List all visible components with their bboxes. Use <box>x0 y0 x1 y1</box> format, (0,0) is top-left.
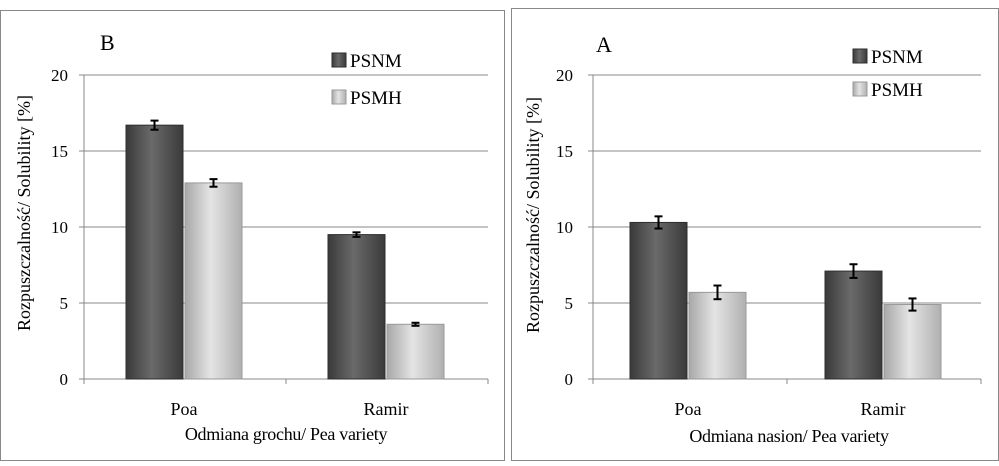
chart-panel-b: 0 5 10 15 20 Poa Ramir Odmiana grochu/ Pea vari… <box>0 10 505 461</box>
y-axis-label: Rozpuszczalność/ Solubility [%] <box>14 95 34 331</box>
panel-label: B <box>100 30 115 55</box>
x-tick-label: Ramir <box>364 399 409 419</box>
legend-swatch-psnm <box>331 52 347 68</box>
legend-swatch-psmh <box>852 81 868 97</box>
bar-psnm-poa <box>629 221 688 380</box>
y-tick-label: 5 <box>565 294 574 313</box>
x-tick-label: Ramir <box>861 399 906 419</box>
bar-psmh-poa <box>184 182 243 380</box>
legend-label-psnm: PSNM <box>350 51 402 72</box>
legend-label-psmh: PSMH <box>871 80 923 101</box>
legend-swatch-psmh <box>331 89 347 105</box>
y-tick-label: 0 <box>565 370 574 389</box>
legend-label-psmh: PSMH <box>350 88 402 109</box>
chart-border <box>511 8 999 461</box>
bar-psmh-ramir <box>386 323 445 380</box>
chart-panel-a: 0 5 10 15 20 Poa Ramir Odmiana nasion/ Pea vari… <box>511 0 999 461</box>
x-axis-label: Odmiana grochu/ Pea variety <box>185 424 388 444</box>
y-tick-label: 15 <box>51 142 68 161</box>
bar-psnm-ramir <box>824 270 883 380</box>
x-axis-label: Odmiana nasion/ Pea variety <box>689 426 889 446</box>
bar-psnm-ramir <box>327 234 386 380</box>
chart-b-svg: 0 5 10 15 20 Poa Ramir Odmiana grochu/ Pea vari… <box>14 30 489 444</box>
bar-psmh-ramir <box>883 304 942 380</box>
legend-label-psnm: PSNM <box>871 47 923 68</box>
chart-a-svg: 0 5 10 15 20 Poa Ramir Odmiana nasion/ Pea vari… <box>523 32 982 446</box>
legend-swatch-psnm <box>852 48 868 64</box>
y-tick-label: 20 <box>556 66 573 85</box>
y-tick-label: 15 <box>556 142 573 161</box>
y-tick-label: 5 <box>60 294 69 313</box>
y-tick-label: 0 <box>60 370 69 389</box>
bar-psnm-poa <box>125 124 184 380</box>
x-tick-label: Poa <box>675 399 702 419</box>
y-axis-label: Rozpuszczalność/ Solubility [%] <box>523 97 543 333</box>
chart-border <box>0 10 505 461</box>
bar-psmh-poa <box>688 291 747 380</box>
y-tick-label: 20 <box>51 66 68 85</box>
y-tick-label: 10 <box>51 218 68 237</box>
x-tick-label: Poa <box>171 399 198 419</box>
y-tick-label: 10 <box>556 218 573 237</box>
panel-label: A <box>596 32 612 57</box>
